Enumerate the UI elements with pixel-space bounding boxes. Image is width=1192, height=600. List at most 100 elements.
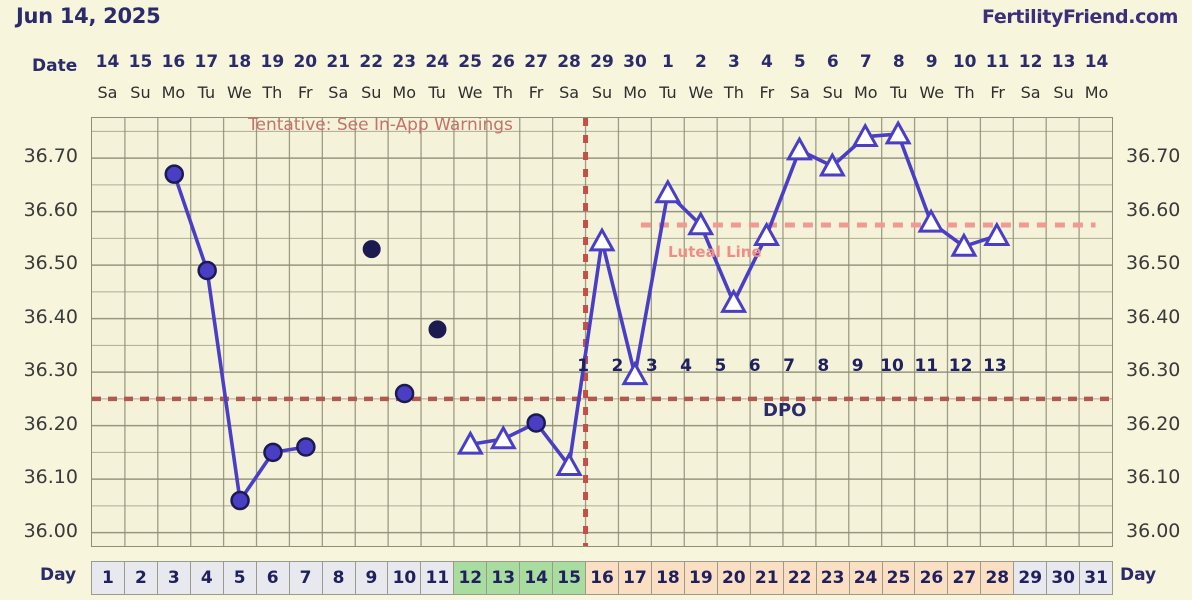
cycle-day-cell[interactable]: 30 bbox=[1047, 561, 1081, 595]
cycle-day-cell[interactable]: 6 bbox=[256, 561, 290, 595]
cycle-day-cell[interactable]: 21 bbox=[750, 561, 784, 595]
cycle-day-cell[interactable]: 10 bbox=[388, 561, 422, 595]
date-number-cell: 8 bbox=[892, 52, 905, 72]
cycle-day-cell[interactable]: 23 bbox=[816, 561, 850, 595]
temperature-segment bbox=[764, 148, 802, 238]
temperature-segment bbox=[896, 132, 933, 225]
cycle-day-cell[interactable]: 2 bbox=[124, 561, 158, 595]
temperature-marker-open-triangle[interactable] bbox=[456, 430, 484, 455]
temperature-marker-open-triangle[interactable] bbox=[489, 424, 517, 450]
date-number-cell: 16 bbox=[161, 52, 186, 72]
cycle-day-cell[interactable]: 18 bbox=[651, 561, 685, 595]
temperature-marker-open-triangle[interactable] bbox=[884, 119, 912, 145]
cycle-day-cell[interactable]: 24 bbox=[849, 561, 883, 595]
temperature-marker-open-triangle[interactable] bbox=[621, 360, 649, 386]
date-number-cell: 17 bbox=[194, 52, 219, 72]
temperature-marker-dark-dot[interactable] bbox=[428, 320, 447, 339]
cycle-day-strip[interactable]: 1 2 3 4 5 6 7 8 9 10 11 12 13 14 15 16 17 18 19 20 21 22 23 24 2… bbox=[91, 561, 1114, 595]
cycle-day-cell[interactable]: 16 bbox=[586, 561, 619, 595]
dpo-number-row: 1 2 3 4 5 6 7 8 9 10 11 12 13 bbox=[566, 356, 1012, 378]
y-tick-label-left: 36.00 bbox=[23, 519, 78, 542]
temperature-marker-filled-circle[interactable] bbox=[263, 442, 283, 463]
y-tick-label-left: 36.20 bbox=[23, 412, 78, 435]
page-title: Jun 14, 2025 bbox=[16, 4, 161, 28]
date-number-cell: 21 bbox=[326, 52, 351, 72]
temperature-marker-filled-circle[interactable] bbox=[197, 260, 217, 281]
cycle-day-cell[interactable]: 22 bbox=[783, 561, 817, 595]
temperature-marker-filled-circle[interactable] bbox=[296, 437, 316, 457]
weekday-cell: Sa bbox=[328, 83, 349, 102]
weekday-cell: Su bbox=[361, 83, 382, 102]
cycle-day-cell[interactable]: 15 bbox=[553, 561, 587, 595]
temperature-plot[interactable] bbox=[91, 117, 1113, 547]
temperature-marker-open-triangle[interactable] bbox=[720, 288, 748, 313]
weekday-cell: Fr bbox=[297, 83, 313, 102]
luteal-line-label: Luteal Line bbox=[668, 243, 762, 261]
temperature-marker-open-triangle[interactable] bbox=[687, 210, 715, 236]
temperature-segment bbox=[600, 239, 637, 377]
weekday-cell: Th bbox=[262, 83, 283, 102]
cycle-day-cell[interactable]: 25 bbox=[882, 561, 916, 595]
date-number-cell: 28 bbox=[557, 52, 581, 72]
date-number-cell: 6 bbox=[826, 52, 839, 72]
cycle-day-cell[interactable]: 3 bbox=[157, 561, 191, 595]
temperature-marker-open-triangle[interactable] bbox=[818, 152, 846, 177]
date-number-cell: 27 bbox=[524, 52, 548, 72]
temperature-segment bbox=[205, 268, 242, 503]
cycle-day-cell[interactable]: 29 bbox=[1014, 561, 1048, 595]
day-row-label-left: Day bbox=[40, 565, 77, 585]
cycle-day-cell[interactable]: 27 bbox=[948, 561, 982, 595]
cycle-day-cell[interactable]: 14 bbox=[520, 561, 554, 595]
y-tick-label-right: 36.00 bbox=[1126, 519, 1181, 542]
cycle-day-cell[interactable]: 26 bbox=[915, 561, 949, 595]
y-tick-label-right: 36.40 bbox=[1126, 305, 1181, 328]
weekday-cell: Sa bbox=[97, 83, 118, 102]
temperature-marker-filled-circle[interactable] bbox=[230, 490, 250, 511]
cycle-day-cell[interactable]: 28 bbox=[981, 561, 1015, 595]
date-number-cell: 12 bbox=[1018, 52, 1043, 72]
temperature-marker-open-triangle[interactable] bbox=[950, 232, 978, 257]
temperature-marker-dark-dot[interactable] bbox=[362, 240, 381, 259]
temperature-marker-open-triangle[interactable] bbox=[785, 136, 813, 161]
cycle-day-cell[interactable]: 5 bbox=[223, 561, 257, 595]
temperature-marker-filled-circle[interactable] bbox=[164, 164, 185, 184]
weekday-cell: Su bbox=[130, 83, 151, 102]
weekday-cell: Fr bbox=[990, 83, 1005, 102]
temperature-marker-open-triangle[interactable] bbox=[752, 221, 781, 246]
temperature-marker-filled-circle[interactable] bbox=[394, 383, 415, 404]
weekday-cell: Sa bbox=[1020, 83, 1041, 102]
date-number-cell: 30 bbox=[623, 52, 647, 72]
dpo-number: 12 bbox=[948, 356, 973, 376]
cycle-day-cell[interactable]: 13 bbox=[487, 561, 521, 595]
cycle-day-cell[interactable]: 31 bbox=[1080, 561, 1114, 595]
cycle-day-cell[interactable]: 12 bbox=[454, 561, 488, 595]
cycle-day-cell[interactable]: 17 bbox=[619, 561, 652, 595]
date-number-cell: 24 bbox=[425, 52, 449, 72]
temperature-marker-open-triangle[interactable] bbox=[555, 451, 583, 477]
cycle-day-cell[interactable]: 4 bbox=[190, 561, 224, 595]
temperature-marker-open-triangle[interactable] bbox=[588, 226, 616, 252]
cycle-day-cell[interactable]: 7 bbox=[289, 561, 323, 595]
temperature-segment bbox=[633, 191, 670, 377]
temperature-marker-open-triangle[interactable] bbox=[654, 178, 682, 204]
temperature-marker-open-triangle[interactable] bbox=[983, 221, 1011, 246]
date-number-cell: 11 bbox=[985, 52, 1010, 72]
temperature-marker-filled-circle[interactable] bbox=[526, 413, 546, 433]
cycle-day-cell[interactable]: 9 bbox=[355, 561, 389, 595]
y-tick-label-left: 36.30 bbox=[23, 359, 78, 382]
y-tick-label-right: 36.60 bbox=[1126, 198, 1181, 221]
temperature-marker-open-triangle[interactable] bbox=[917, 208, 945, 233]
cycle-day-cell[interactable]: 11 bbox=[421, 561, 455, 595]
date-number-cell: 20 bbox=[293, 52, 318, 72]
cycle-day-cell[interactable]: 20 bbox=[717, 561, 751, 595]
cycle-day-cell[interactable]: 8 bbox=[322, 561, 356, 595]
y-tick-label-left: 36.60 bbox=[23, 198, 78, 221]
dpo-number: 11 bbox=[914, 356, 939, 376]
dpo-number: 10 bbox=[880, 356, 904, 376]
cycle-day-cell[interactable]: 1 bbox=[91, 561, 125, 595]
dpo-number: 2 bbox=[611, 356, 624, 376]
temperature-segment bbox=[172, 172, 209, 273]
weekday-cell: Su bbox=[591, 83, 613, 102]
temperature-marker-open-triangle[interactable] bbox=[851, 122, 879, 148]
cycle-day-cell[interactable]: 19 bbox=[684, 561, 718, 595]
